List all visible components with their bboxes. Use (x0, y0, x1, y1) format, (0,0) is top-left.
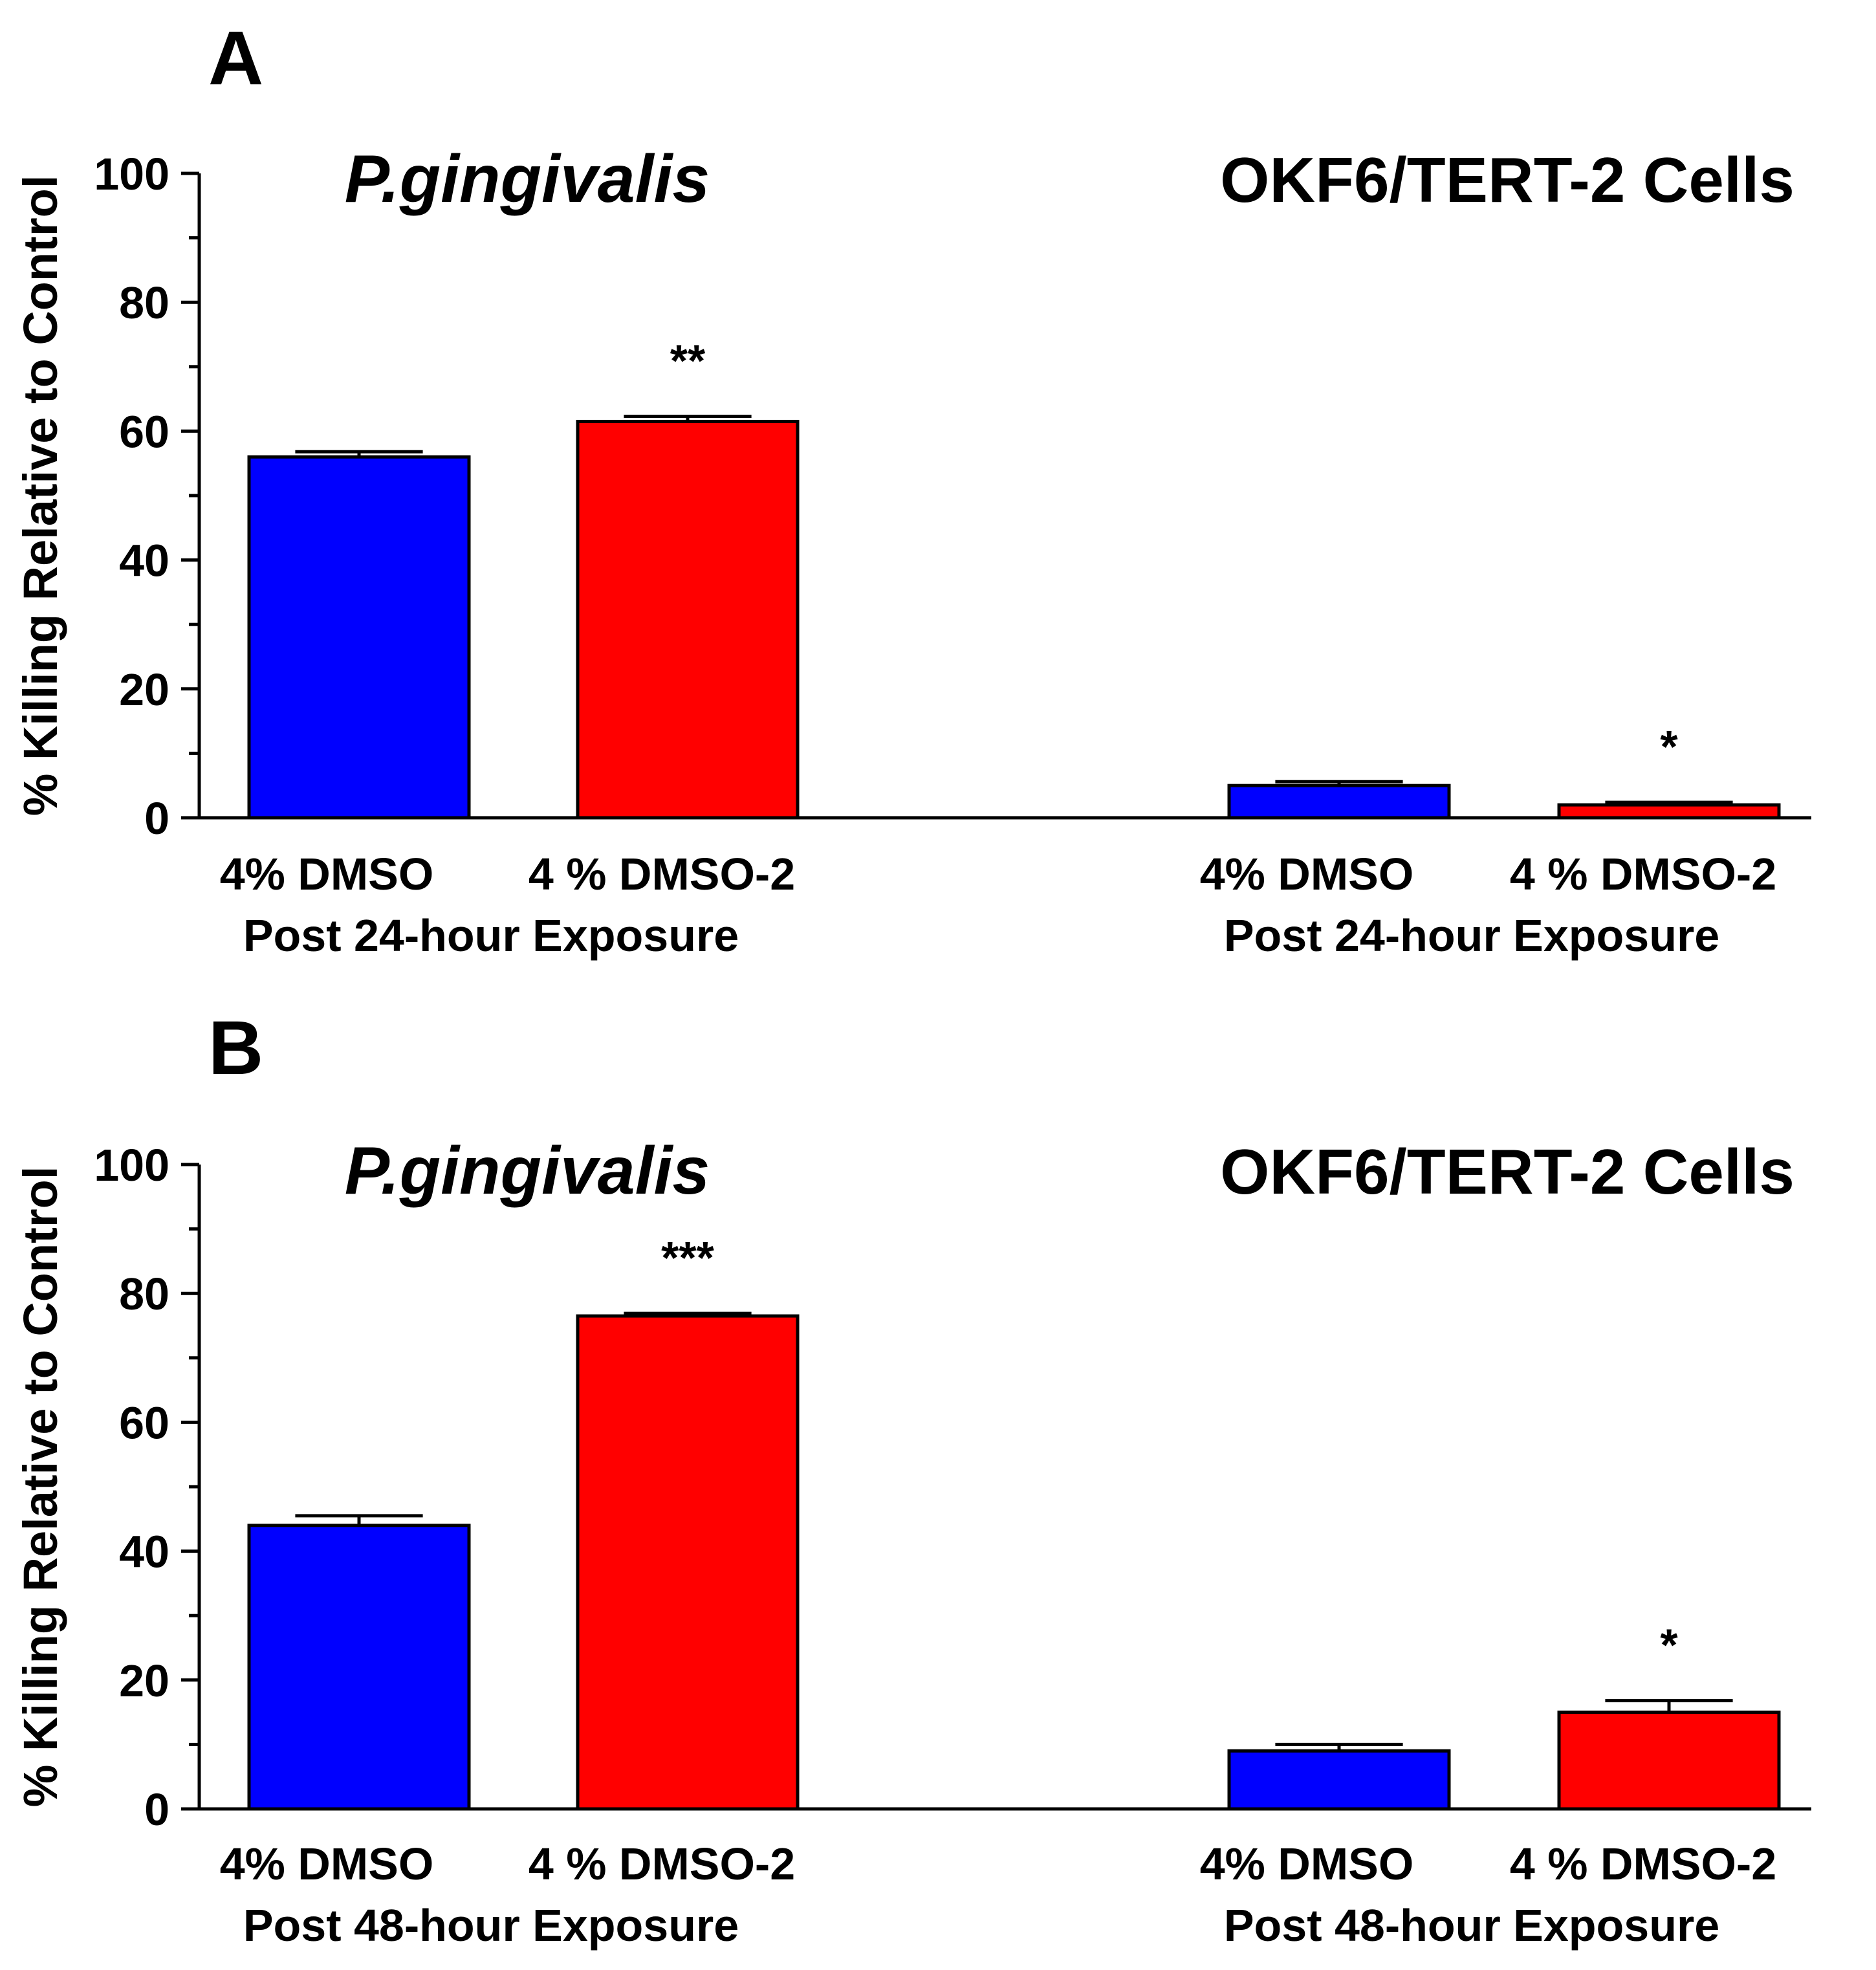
category-label: 4 % DMSO-2 (1510, 1839, 1776, 1889)
bar-dmso-2 (1557, 803, 1781, 820)
y-tick-label: 20 (119, 664, 169, 715)
y-tick-label: 100 (94, 1140, 169, 1190)
y-tick-label: 80 (119, 278, 169, 328)
category-label: 4% DMSO (220, 849, 434, 899)
y-tick-label: 0 (144, 793, 169, 844)
y-tick-label: 40 (119, 1527, 169, 1577)
panel-b: B % Killing Relative to Control 0 20 40 60 80 1… (14, 1005, 1811, 1951)
panel-label: A (208, 16, 263, 101)
bar-dmso (247, 455, 471, 820)
category-label: 4 % DMSO-2 (1510, 849, 1776, 899)
category-label: 4% DMSO (1200, 849, 1414, 899)
panel-label: B (208, 1005, 263, 1091)
significance-label: * (1660, 1620, 1678, 1670)
group-subtitle: Post 48-hour Exposure (1224, 1900, 1719, 1951)
y-tick-label: 100 (94, 149, 169, 199)
y-axis-label: % Killing Relative to Control (14, 175, 67, 816)
bar-dmso (247, 1524, 471, 1811)
group-title: OKF6/TERT-2 Cells (1220, 1136, 1794, 1207)
bar-dmso-2 (576, 1314, 800, 1811)
significance-label: * (1660, 721, 1678, 772)
bar-dmso-2 (576, 419, 800, 820)
y-tick-label: 60 (119, 406, 169, 457)
y-tick-label: 0 (144, 1784, 169, 1835)
bar-dmso (1227, 1749, 1451, 1811)
category-label: 4 % DMSO-2 (529, 1839, 795, 1889)
bar-dmso (1227, 783, 1451, 820)
group-subtitle: Post 24-hour Exposure (1224, 910, 1719, 961)
y-axis-label: % Killing Relative to Control (14, 1166, 67, 1808)
group-subtitle: Post 24-hour Exposure (243, 910, 739, 961)
category-label: 4 % DMSO-2 (529, 849, 795, 899)
group-title: P.gingivalis (345, 1133, 710, 1209)
category-label: 4% DMSO (220, 1839, 434, 1889)
group-subtitle: Post 48-hour Exposure (243, 1900, 739, 1951)
y-tick-label: 60 (119, 1397, 169, 1448)
group-title: OKF6/TERT-2 Cells (1220, 144, 1794, 215)
y-tick-label: 40 (119, 536, 169, 586)
significance-label: *** (661, 1232, 714, 1283)
category-label: 4% DMSO (1200, 1839, 1414, 1889)
significance-label: ** (670, 335, 706, 386)
y-tick-label: 80 (119, 1269, 169, 1319)
bar-dmso-2 (1557, 1711, 1781, 1811)
group-title: P.gingivalis (345, 142, 710, 217)
y-tick-label: 20 (119, 1656, 169, 1706)
panel-a: A % Killing Relative to Control 0 20 40 60 80 1… (14, 16, 1811, 961)
